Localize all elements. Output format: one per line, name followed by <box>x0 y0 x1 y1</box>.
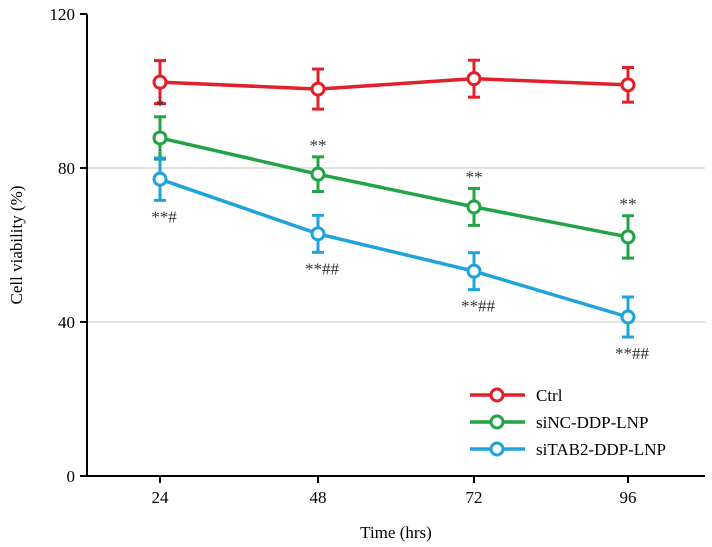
y-tick-label: 40 <box>58 313 75 332</box>
legend-label: siNC-DDP-LNP <box>536 413 648 432</box>
y-tick-label: 120 <box>50 5 76 24</box>
significance-label: **# <box>151 207 177 226</box>
x-tick-label: 96 <box>620 488 637 507</box>
series-line <box>159 76 629 91</box>
y-tick-label: 80 <box>58 159 75 178</box>
y-axis-label: Cell viability (%) <box>7 186 26 305</box>
series-line <box>159 177 629 319</box>
significance-label: * <box>156 96 165 115</box>
x-tick-label: 48 <box>310 488 327 507</box>
significance-label: **## <box>305 259 340 278</box>
series-siNC-DDP-LNP: ******* <box>152 96 637 260</box>
legend-item: Ctrl <box>470 386 563 405</box>
data-point <box>310 81 326 97</box>
data-point <box>310 226 326 242</box>
series-Ctrl <box>152 58 636 111</box>
data-point <box>466 263 482 279</box>
legend-item: siTAB2-DDP-LNP <box>470 440 666 459</box>
data-point <box>310 166 326 182</box>
legend-label: Ctrl <box>536 386 563 405</box>
significance-label: **## <box>461 297 496 316</box>
significance-label: ** <box>620 195 637 214</box>
data-point <box>620 77 636 93</box>
legend-item: siNC-DDP-LNP <box>470 413 648 432</box>
legend-marker <box>489 441 505 457</box>
y-tick-label: 0 <box>67 467 76 486</box>
significance-label: ** <box>466 167 483 186</box>
data-point <box>620 229 636 245</box>
legend-marker <box>489 387 505 403</box>
data-point <box>152 74 168 90</box>
data-point <box>620 309 636 325</box>
x-axis-label: Time (hrs) <box>360 523 432 542</box>
x-tick-label: 24 <box>152 488 170 507</box>
data-point <box>466 71 482 87</box>
series-siTAB2-DDP-LNP: **# **## **## **## <box>151 156 650 363</box>
legend-marker <box>489 414 505 430</box>
data-point <box>152 130 168 146</box>
legend-label: siTAB2-DDP-LNP <box>536 440 666 459</box>
significance-label: ** <box>310 136 327 155</box>
significance-label: **## <box>615 344 650 363</box>
data-point <box>152 171 168 187</box>
x-tick-label: 72 <box>466 488 483 507</box>
data-point <box>466 199 482 215</box>
series-line <box>159 136 629 239</box>
